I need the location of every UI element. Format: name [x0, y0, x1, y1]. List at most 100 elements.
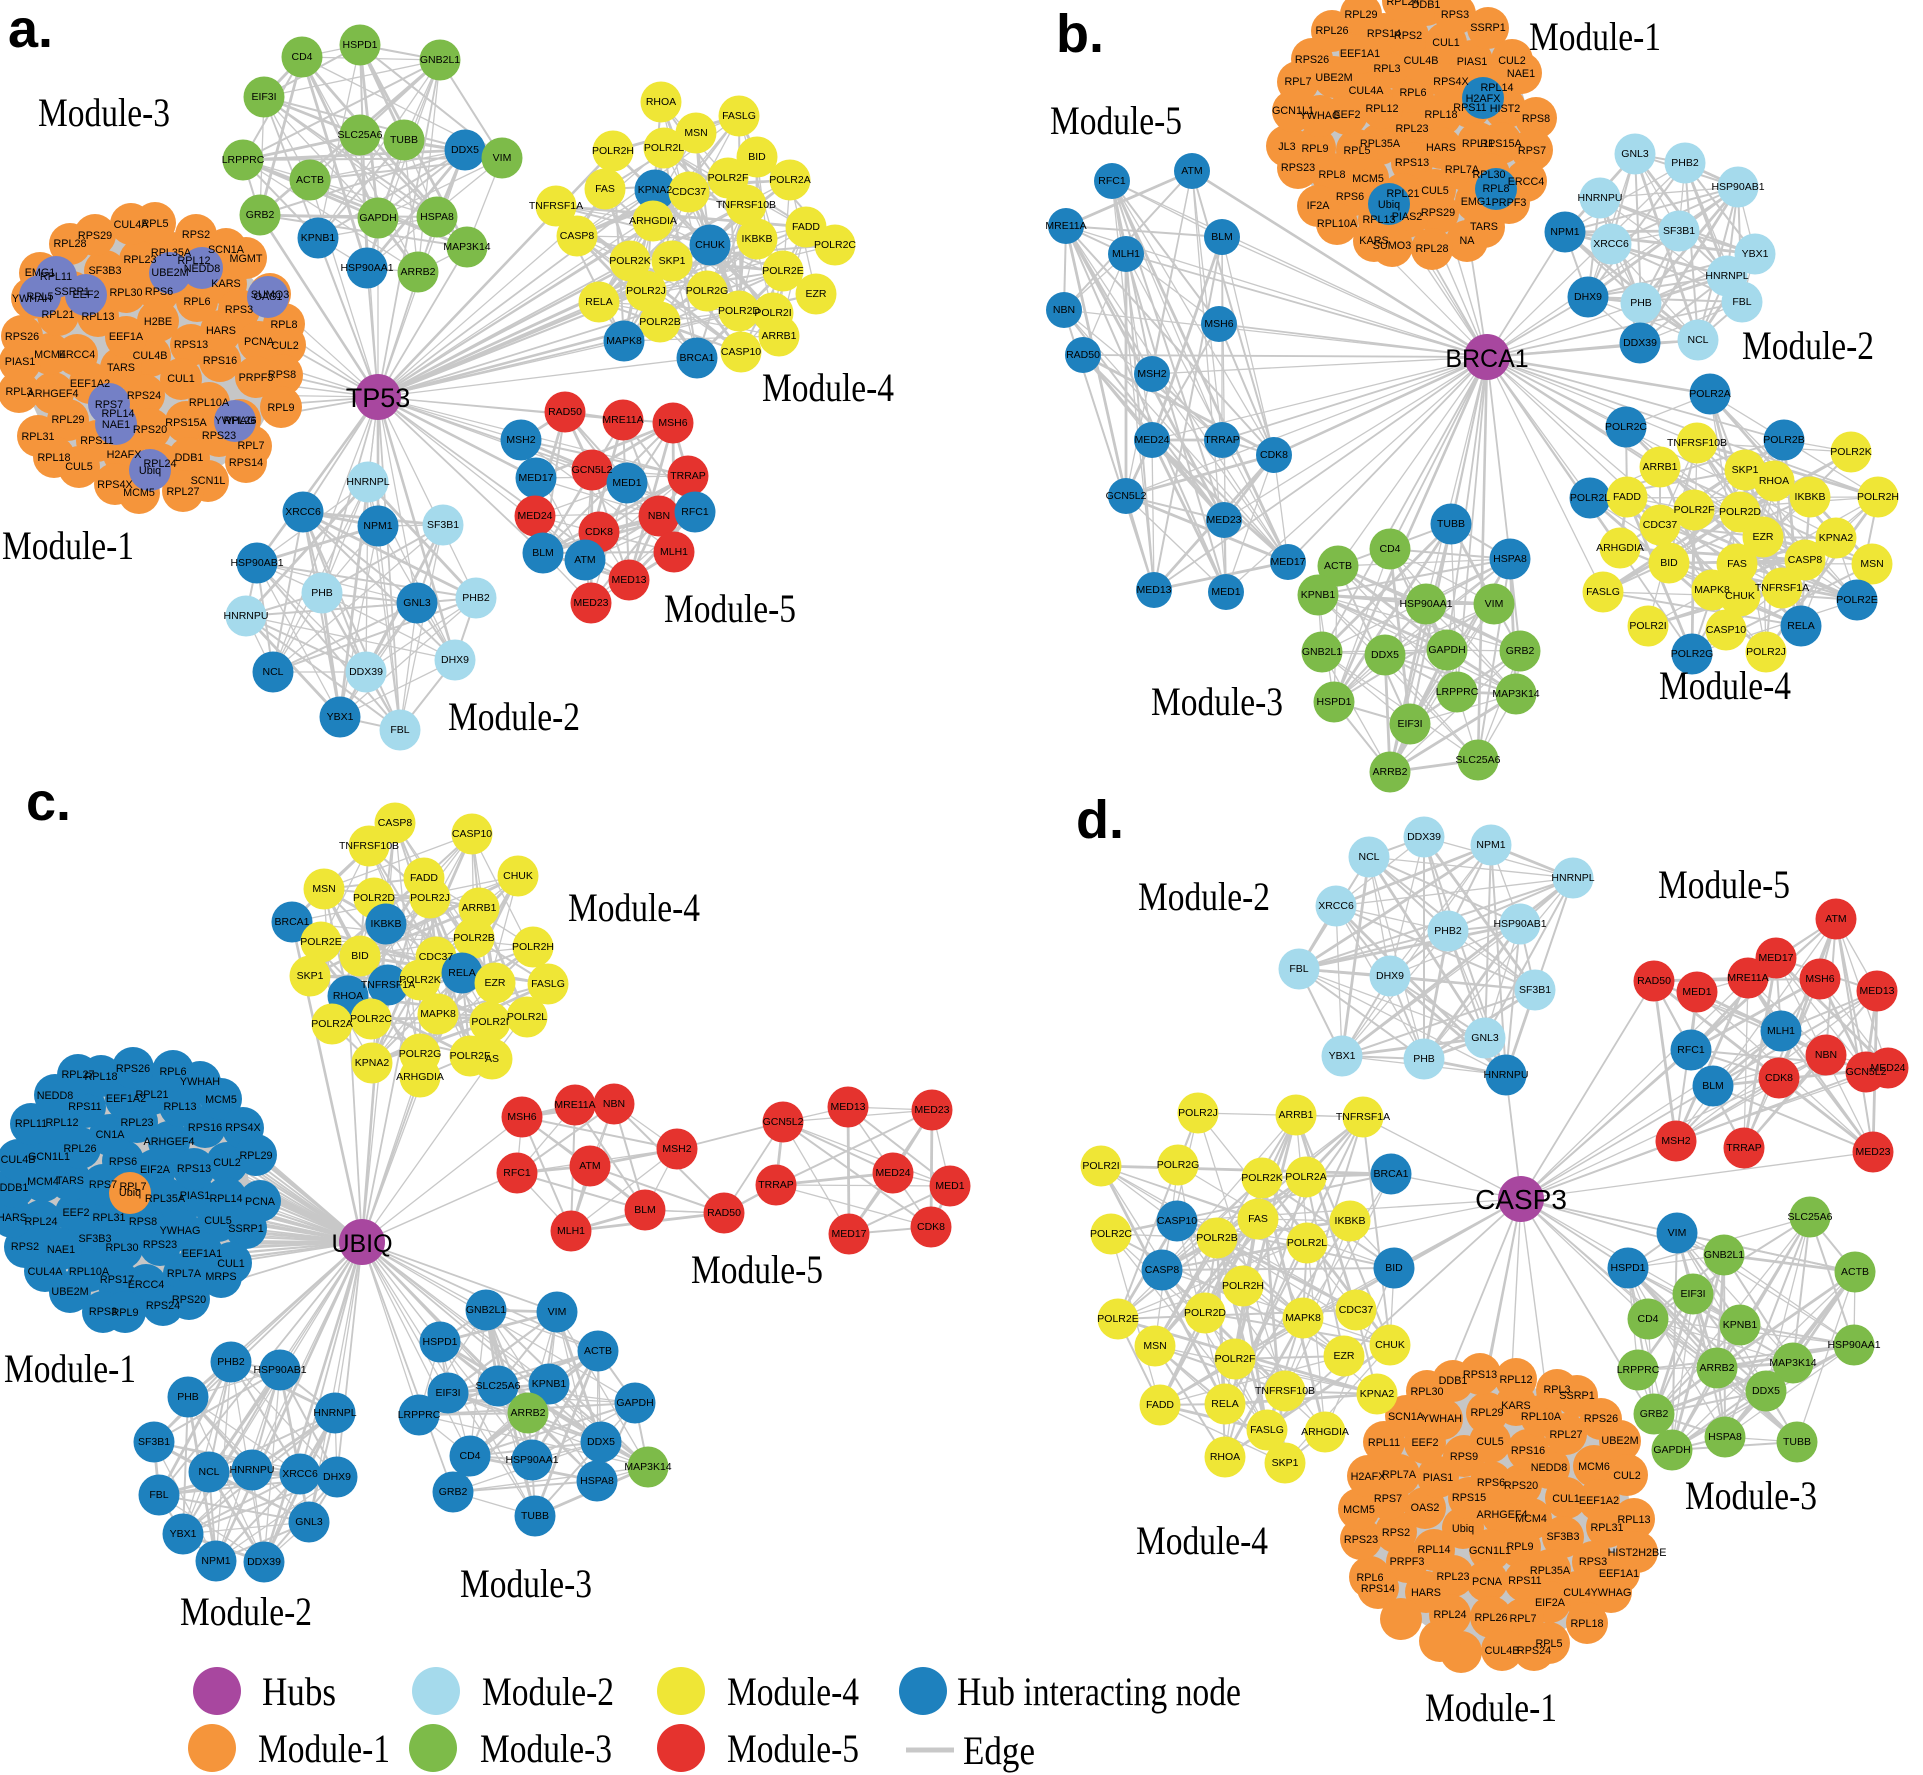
svg-text:GCN5L2: GCN5L2	[1106, 490, 1147, 502]
svg-text:Hub interacting node: Hub interacting node	[957, 1669, 1241, 1714]
svg-text:RPS2: RPS2	[1394, 30, 1422, 42]
svg-text:RFC1: RFC1	[503, 1167, 531, 1179]
svg-text:RPL7A: RPL7A	[1445, 164, 1480, 176]
svg-text:RPL26: RPL26	[1315, 25, 1348, 37]
svg-text:TUBB: TUBB	[1783, 1436, 1811, 1448]
svg-text:RPL7: RPL7	[237, 440, 264, 452]
svg-text:RPL7A: RPL7A	[1382, 1469, 1417, 1481]
svg-text:RPL9: RPL9	[111, 1307, 138, 1319]
svg-text:EIF2A: EIF2A	[140, 1164, 171, 1176]
svg-text:RPL35A: RPL35A	[151, 247, 192, 259]
svg-text:SSRP1: SSRP1	[54, 286, 89, 298]
svg-text:CHUK: CHUK	[1375, 1339, 1405, 1351]
svg-text:MED1: MED1	[612, 477, 641, 489]
svg-text:TRRAP: TRRAP	[758, 1179, 794, 1191]
svg-text:ARHGEF4: ARHGEF4	[1477, 1509, 1528, 1521]
svg-text:SF3B3: SF3B3	[88, 265, 121, 277]
svg-text:RHOA: RHOA	[333, 990, 363, 1002]
svg-text:TUBB: TUBB	[390, 134, 418, 146]
svg-text:RPS8: RPS8	[129, 1216, 157, 1228]
svg-text:SF3B1: SF3B1	[1519, 984, 1551, 996]
svg-text:MAPK8: MAPK8	[606, 335, 642, 347]
svg-text:RPS4X: RPS4X	[1433, 76, 1468, 88]
svg-text:EEF1A1: EEF1A1	[1599, 1568, 1639, 1580]
svg-text:POLR2I: POLR2I	[1629, 620, 1666, 632]
svg-text:ARHGDIA: ARHGDIA	[629, 215, 677, 227]
svg-text:DDB1: DDB1	[175, 452, 204, 464]
svg-text:POLR2J: POLR2J	[1746, 646, 1786, 658]
svg-text:FBL: FBL	[149, 1489, 168, 1501]
svg-text:EEF2: EEF2	[72, 289, 99, 301]
svg-text:NPM1: NPM1	[201, 1555, 230, 1567]
svg-text:GNL3: GNL3	[295, 1516, 323, 1528]
svg-text:MED13: MED13	[611, 574, 646, 586]
svg-text:DDX5: DDX5	[1752, 1385, 1780, 1397]
svg-text:RPL5: RPL5	[141, 218, 168, 230]
svg-text:PHB: PHB	[311, 587, 333, 599]
svg-text:RELA: RELA	[1211, 1398, 1238, 1410]
svg-text:MED13: MED13	[1859, 985, 1894, 997]
svg-text:RPL14: RPL14	[101, 408, 134, 420]
svg-text:CDK8: CDK8	[585, 526, 613, 538]
svg-text:ERCC4: ERCC4	[1508, 176, 1545, 188]
svg-text:RPS7: RPS7	[89, 1179, 117, 1191]
svg-text:BRCA1: BRCA1	[1373, 1168, 1408, 1180]
svg-text:GNB2L1: GNB2L1	[466, 1304, 506, 1316]
svg-text:RPS24: RPS24	[146, 1300, 180, 1312]
svg-text:HSP90AA1: HSP90AA1	[505, 1454, 558, 1466]
svg-text:FASLG: FASLG	[1586, 586, 1620, 598]
svg-text:ARRB2: ARRB2	[1699, 1362, 1734, 1374]
svg-text:HIST2H2BE: HIST2H2BE	[1608, 1547, 1667, 1559]
svg-text:PIAS1: PIAS1	[180, 1190, 211, 1202]
svg-text:MSH6: MSH6	[1204, 318, 1233, 330]
svg-text:PIAS1: PIAS1	[1457, 56, 1488, 68]
svg-text:IKBKB: IKBKB	[371, 918, 402, 930]
svg-text:CUL1: CUL1	[217, 1258, 245, 1270]
svg-text:PIAS2: PIAS2	[1392, 211, 1423, 223]
svg-text:UBE2M: UBE2M	[1601, 1435, 1638, 1447]
svg-text:GCN5L2: GCN5L2	[1846, 1066, 1887, 1078]
svg-text:NEDD8: NEDD8	[184, 263, 221, 275]
svg-text:EEF1A1: EEF1A1	[1340, 48, 1380, 60]
svg-text:FBL: FBL	[390, 724, 409, 736]
svg-text:BLM: BLM	[1702, 1080, 1724, 1092]
svg-text:MAP3K14: MAP3K14	[1492, 688, 1539, 700]
svg-text:NEDD8: NEDD8	[37, 1090, 74, 1102]
svg-text:RPL14: RPL14	[1417, 1544, 1450, 1556]
svg-text:RELA: RELA	[448, 967, 475, 979]
svg-text:CUL5: CUL5	[65, 461, 93, 473]
svg-text:CUL5: CUL5	[204, 1215, 232, 1227]
svg-text:EEF2: EEF2	[1333, 109, 1360, 121]
svg-text:TARS: TARS	[107, 362, 135, 374]
svg-text:FADD: FADD	[1146, 1399, 1174, 1411]
svg-text:TRRAP: TRRAP	[670, 470, 706, 482]
svg-text:MED24: MED24	[517, 510, 552, 522]
svg-text:RPL13: RPL13	[81, 311, 114, 323]
svg-text:RPL5: RPL5	[1343, 145, 1370, 157]
svg-text:RPS17: RPS17	[100, 1274, 134, 1286]
svg-text:MED24: MED24	[875, 1167, 910, 1179]
svg-text:PIAS1: PIAS1	[5, 356, 36, 368]
svg-text:RPS4X: RPS4X	[97, 479, 132, 491]
svg-text:RPL30: RPL30	[1472, 169, 1505, 181]
svg-text:Module-2: Module-2	[180, 1589, 312, 1634]
svg-text:RPL29: RPL29	[51, 414, 84, 426]
svg-text:RPL11: RPL11	[40, 271, 72, 283]
svg-text:RPS8: RPS8	[1522, 113, 1550, 125]
svg-text:EEF1A2: EEF1A2	[1579, 1495, 1619, 1507]
svg-text:CDK8: CDK8	[917, 1221, 945, 1233]
svg-text:DHX9: DHX9	[1376, 970, 1404, 982]
svg-text:Module-3: Module-3	[1685, 1473, 1817, 1518]
svg-text:POLR2D: POLR2D	[1719, 506, 1761, 518]
svg-text:CUL2: CUL2	[271, 340, 299, 352]
svg-text:MED17: MED17	[1270, 556, 1305, 568]
svg-text:GRB2: GRB2	[246, 209, 275, 221]
svg-text:PHB: PHB	[1630, 297, 1652, 309]
svg-text:HSP90AA1: HSP90AA1	[1827, 1339, 1880, 1351]
svg-text:RPS6: RPS6	[109, 1156, 137, 1168]
svg-text:POLR2F: POLR2F	[1215, 1353, 1256, 1365]
svg-text:IF2A: IF2A	[1307, 200, 1331, 212]
svg-text:HARS: HARS	[1411, 1587, 1441, 1599]
svg-text:KPNA2: KPNA2	[1819, 532, 1854, 544]
svg-text:MAP3K14: MAP3K14	[1769, 1357, 1816, 1369]
